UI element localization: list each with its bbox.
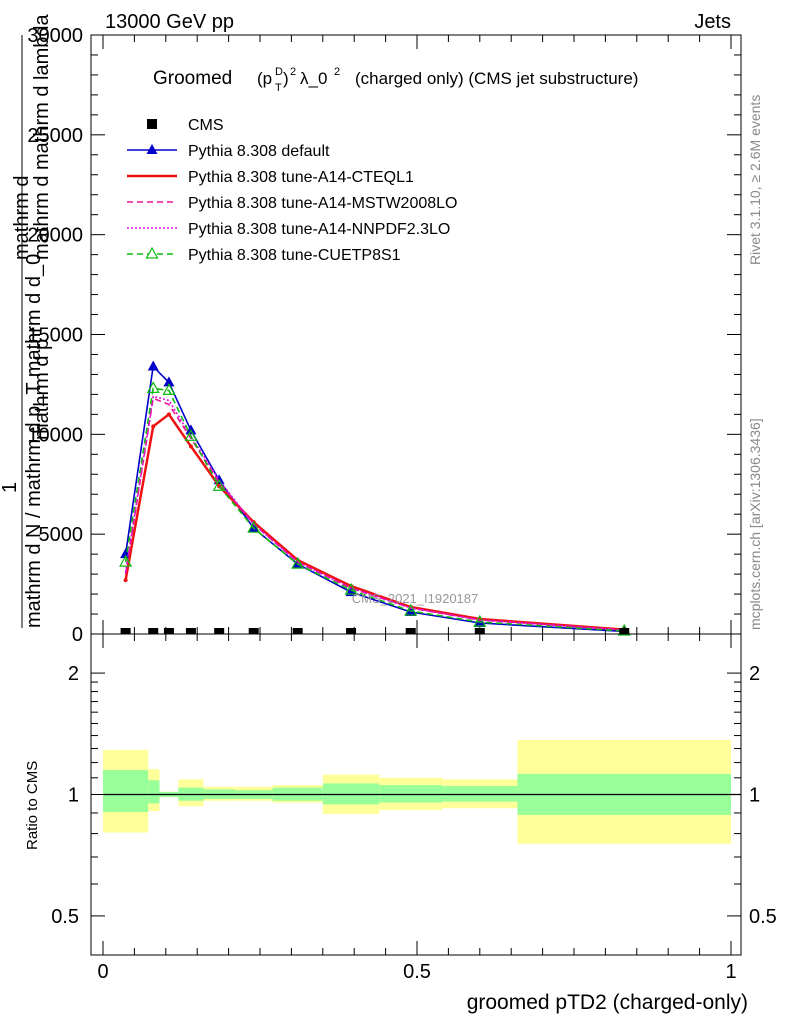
series-point	[344, 582, 358, 595]
series-point	[473, 614, 487, 627]
cms-data-point	[292, 628, 303, 634]
ratio-inner-band	[148, 780, 160, 804]
header-right: Jets	[694, 11, 731, 33]
ratio-ytick-label: 0.5	[51, 906, 79, 928]
series-point	[404, 603, 418, 616]
series-point	[162, 383, 176, 396]
mcplots-label: mcplots.cern.ch [arXiv:1306.3436]	[747, 418, 763, 630]
ylabel-bottom: mathrm d N / mathrm d p_T mathrm d d_0	[23, 254, 45, 628]
legend-label: Pythia 8.308 default	[188, 143, 330, 160]
main-curves	[119, 360, 631, 636]
legend-label: Pythia 8.308 tune-A14-CTEQL1	[188, 169, 414, 186]
ylabel-mid: mathrm d p	[31, 339, 53, 440]
main-ytick-label: 20000	[27, 225, 83, 247]
x-tick-label: 1	[725, 961, 736, 983]
main-ytick-label: 15000	[27, 325, 83, 347]
cms-data-point	[148, 628, 159, 634]
cms-data-point	[346, 628, 357, 634]
header-left: 13000 GeV pp	[105, 11, 234, 33]
ratio-inner-band	[379, 785, 443, 803]
ratio-ytick-label-right: 2	[749, 663, 760, 685]
x-axis-label: groomed pTD2 (charged-only)	[467, 991, 748, 1014]
legend-label: Pythia 8.308 tune-CUETP8S1	[188, 247, 401, 264]
main-ytick-label: 0	[72, 624, 83, 646]
legend-item: CMS	[147, 117, 224, 134]
series-line-5	[124, 387, 625, 632]
main-axis-ticks: 0 5000 10000 15000 20000 25000 30000	[27, 25, 741, 646]
series-point	[212, 479, 226, 491]
title-prefix: Groomed	[153, 68, 232, 89]
title-suffix: (charged only) (CMS jet substructure)	[355, 69, 638, 88]
legend-marker	[145, 246, 159, 259]
cms-data-point	[248, 628, 259, 634]
plot-title: Groomed (p D T ) 2 λ_0 2 (charged only) …	[153, 66, 638, 94]
legend-item: Pythia 8.308 default	[127, 143, 330, 160]
cms-data-point	[163, 628, 174, 634]
title-paren-open: (p	[257, 69, 272, 88]
cms-data-point	[405, 628, 416, 634]
legend-item: Pythia 8.308 tune-A14-CTEQL1	[127, 169, 414, 186]
rivet-version-label: Rivet 3.1.10, ≥ 2.6M events	[747, 95, 763, 265]
main-y-label: mathrm d mathrm d mathrm d lambda mathrm…	[0, 13, 53, 628]
ratio-ytick-label: 2	[68, 663, 79, 685]
legend-marker	[147, 119, 157, 129]
x-tick-label: 0.5	[403, 961, 431, 983]
legend-label: Pythia 8.308 tune-A14-MSTW2008LO	[188, 195, 457, 212]
series-point	[247, 520, 261, 533]
series-line-4	[124, 395, 625, 631]
title-sup-3: 2	[334, 66, 340, 78]
series-point	[146, 381, 160, 394]
ratio-panel: 0.5 0.5 1 1 2 2 Ratio to CMS	[24, 633, 777, 956]
ylabel-mid2: mathrm d mathrm d lambda	[31, 13, 53, 260]
legend-item: Pythia 8.308 tune-A14-NNPDF2.3LO	[127, 221, 450, 238]
main-ytick-label: 5000	[39, 524, 84, 546]
legend-label: CMS	[188, 117, 224, 134]
title-paren-close: )	[283, 69, 289, 88]
cms-data-point	[474, 628, 485, 634]
series-point	[123, 578, 128, 583]
title-sup-2: 2	[290, 66, 296, 78]
main-ytick-label: 10000	[27, 424, 83, 446]
main-ytick-label: 25000	[27, 125, 83, 147]
ratio-ytick-label-right: 0.5	[749, 906, 777, 928]
cms-data-point	[120, 628, 131, 634]
ratio-inner-band	[103, 770, 149, 812]
title-lambda: λ_0	[300, 69, 327, 88]
ratio-ytick-label: 1	[68, 785, 79, 807]
ratio-y-label: Ratio to CMS	[24, 761, 41, 850]
series-point	[291, 556, 305, 569]
series-point	[147, 360, 159, 371]
ratio-ytick-label-right: 1	[749, 785, 760, 807]
legend-label: Pythia 8.308 tune-A14-NNPDF2.3LO	[188, 221, 450, 238]
series-point	[166, 412, 171, 417]
ylabel-frac-top: 1	[0, 482, 21, 493]
ratio-axis-ticks: 0.5 0.5 1 1 2 2	[51, 634, 777, 955]
analysis-watermark: CMS_2021_I1920187	[352, 591, 479, 606]
series-point	[188, 444, 193, 449]
cms-data-point	[214, 628, 225, 634]
ratio-bands	[103, 739, 741, 844]
title-sup-d: D	[275, 66, 283, 78]
x-tick-labels: 0 0.5 1	[97, 961, 736, 983]
cms-data-point	[619, 628, 630, 634]
ratio-inner-band	[442, 785, 518, 802]
series-point	[163, 376, 175, 387]
legend-item: Pythia 8.308 tune-CUETP8S1	[127, 246, 401, 264]
title-sub-t: T	[275, 82, 282, 94]
series-point	[119, 554, 133, 567]
legend-marker	[146, 144, 158, 154]
main-panel: 0 5000 10000 15000 20000 25000 30000 Groomed (…	[0, 13, 742, 646]
series-point	[184, 429, 198, 441]
series-point	[151, 424, 156, 429]
legend-item: Pythia 8.308 tune-A14-MSTW2008LO	[127, 195, 457, 212]
main-ytick-label: 30000	[27, 25, 83, 47]
x-tick-label: 0	[97, 961, 108, 983]
legend: CMS Pythia 8.308 default Pythia 8.308 tune…	[127, 117, 457, 264]
ratio-frame	[90, 633, 742, 956]
cms-data-point	[185, 628, 196, 634]
